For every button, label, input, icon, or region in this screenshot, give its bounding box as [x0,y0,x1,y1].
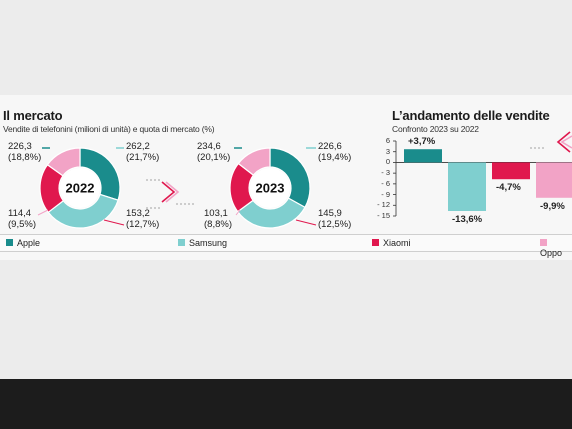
trend-title: L’andamento delle vendite [392,108,550,123]
arrow-icon-right [530,131,572,153]
bar-value-label: -13,6% [452,214,483,225]
y-tick-label: - 6 [381,178,390,188]
bottom-bar [0,379,572,429]
market-title: Il mercato [3,108,63,123]
y-tick-label: - 3 [381,168,390,178]
donut-chart-2023: 2023 [229,147,311,229]
legend: Apple Samsung Xiaomi Oppo [0,234,572,258]
label-2023-xiaomi: 145,9 (12,5%) [318,208,352,230]
label-2022-apple: 226,3 (18,8%) [8,141,42,163]
label-2023-samsung: 226,6 (19,4%) [318,141,352,163]
leader-lines [37,147,317,226]
donut-hole [250,168,290,208]
donut-chart-2022: 2022 [39,147,121,229]
y-tick-label: 0 [385,157,390,167]
legend-swatch-samsung [178,239,185,246]
bar-value-label: -4,7% [496,182,521,194]
legend-swatch-apple [6,239,13,246]
legend-item-samsung: Samsung [178,238,227,248]
bar-samsung [448,162,486,211]
label-2022-xiaomi: 153,2 (12,7%) [126,208,160,230]
donut-slice-oppo [237,147,271,176]
legend-swatch-oppo [540,239,547,246]
bar-xiaomi [492,162,530,180]
legend-item-oppo: Oppo [540,238,572,258]
legend-item-xiaomi: Xiaomi [372,238,411,248]
bar-value-label: -9,9% [540,200,565,212]
bar-chart [393,140,572,217]
legend-swatch-xiaomi [372,239,379,246]
bar-value-label: +3,7% [408,136,436,148]
y-tick-label: - 9 [381,189,390,199]
bar-apple [404,149,442,163]
legend-item-apple: Apple [6,238,40,248]
y-tick-label: 3 [385,146,390,156]
bar-oppo [536,162,572,198]
y-tick-label: - 12 [377,200,390,210]
y-tick-label: 6 [385,136,390,145]
label-2023-oppo: 103,1 (8,8%) [204,208,232,230]
donut-center-label: 2023 [256,181,285,196]
arrow-icon [146,179,194,209]
label-2022-oppo: 114,4 (9,5%) [8,208,36,230]
trend-subtitle: Confronto 2023 su 2022 [392,124,479,134]
donut-center-label: 2022 [66,181,95,196]
market-subtitle: Vendite di telefonini (milioni di unità)… [3,124,215,134]
label-2022-samsung: 262,2 (21,7%) [126,141,160,163]
donut-hole [60,168,100,208]
label-2023-apple: 234,6 (20,1%) [197,141,231,163]
donut-slice-samsung [47,193,119,229]
donut-slice-oppo [46,147,81,177]
y-tick-label: - 15 [377,211,390,220]
